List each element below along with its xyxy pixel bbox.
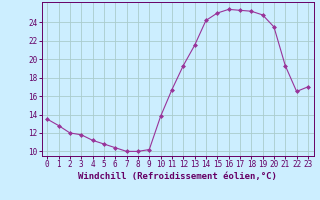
X-axis label: Windchill (Refroidissement éolien,°C): Windchill (Refroidissement éolien,°C) [78, 172, 277, 181]
